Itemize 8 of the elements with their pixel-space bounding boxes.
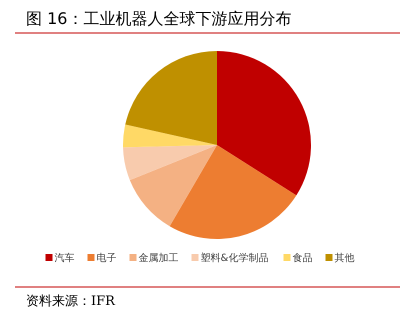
legend-label: 电子 [96, 252, 116, 264]
legend-label: 金属加工 [138, 252, 178, 264]
legend-label: 汽车 [54, 252, 74, 264]
legend-label: 食品 [292, 252, 312, 264]
text: 资料来源：IFR [26, 294, 116, 309]
legend-label: 塑料&化学制品 [200, 252, 268, 264]
legend-label: 其他 [334, 252, 354, 264]
chart-title: 图 16：工业机器人全球下游应用分布 [26, 9, 292, 28]
